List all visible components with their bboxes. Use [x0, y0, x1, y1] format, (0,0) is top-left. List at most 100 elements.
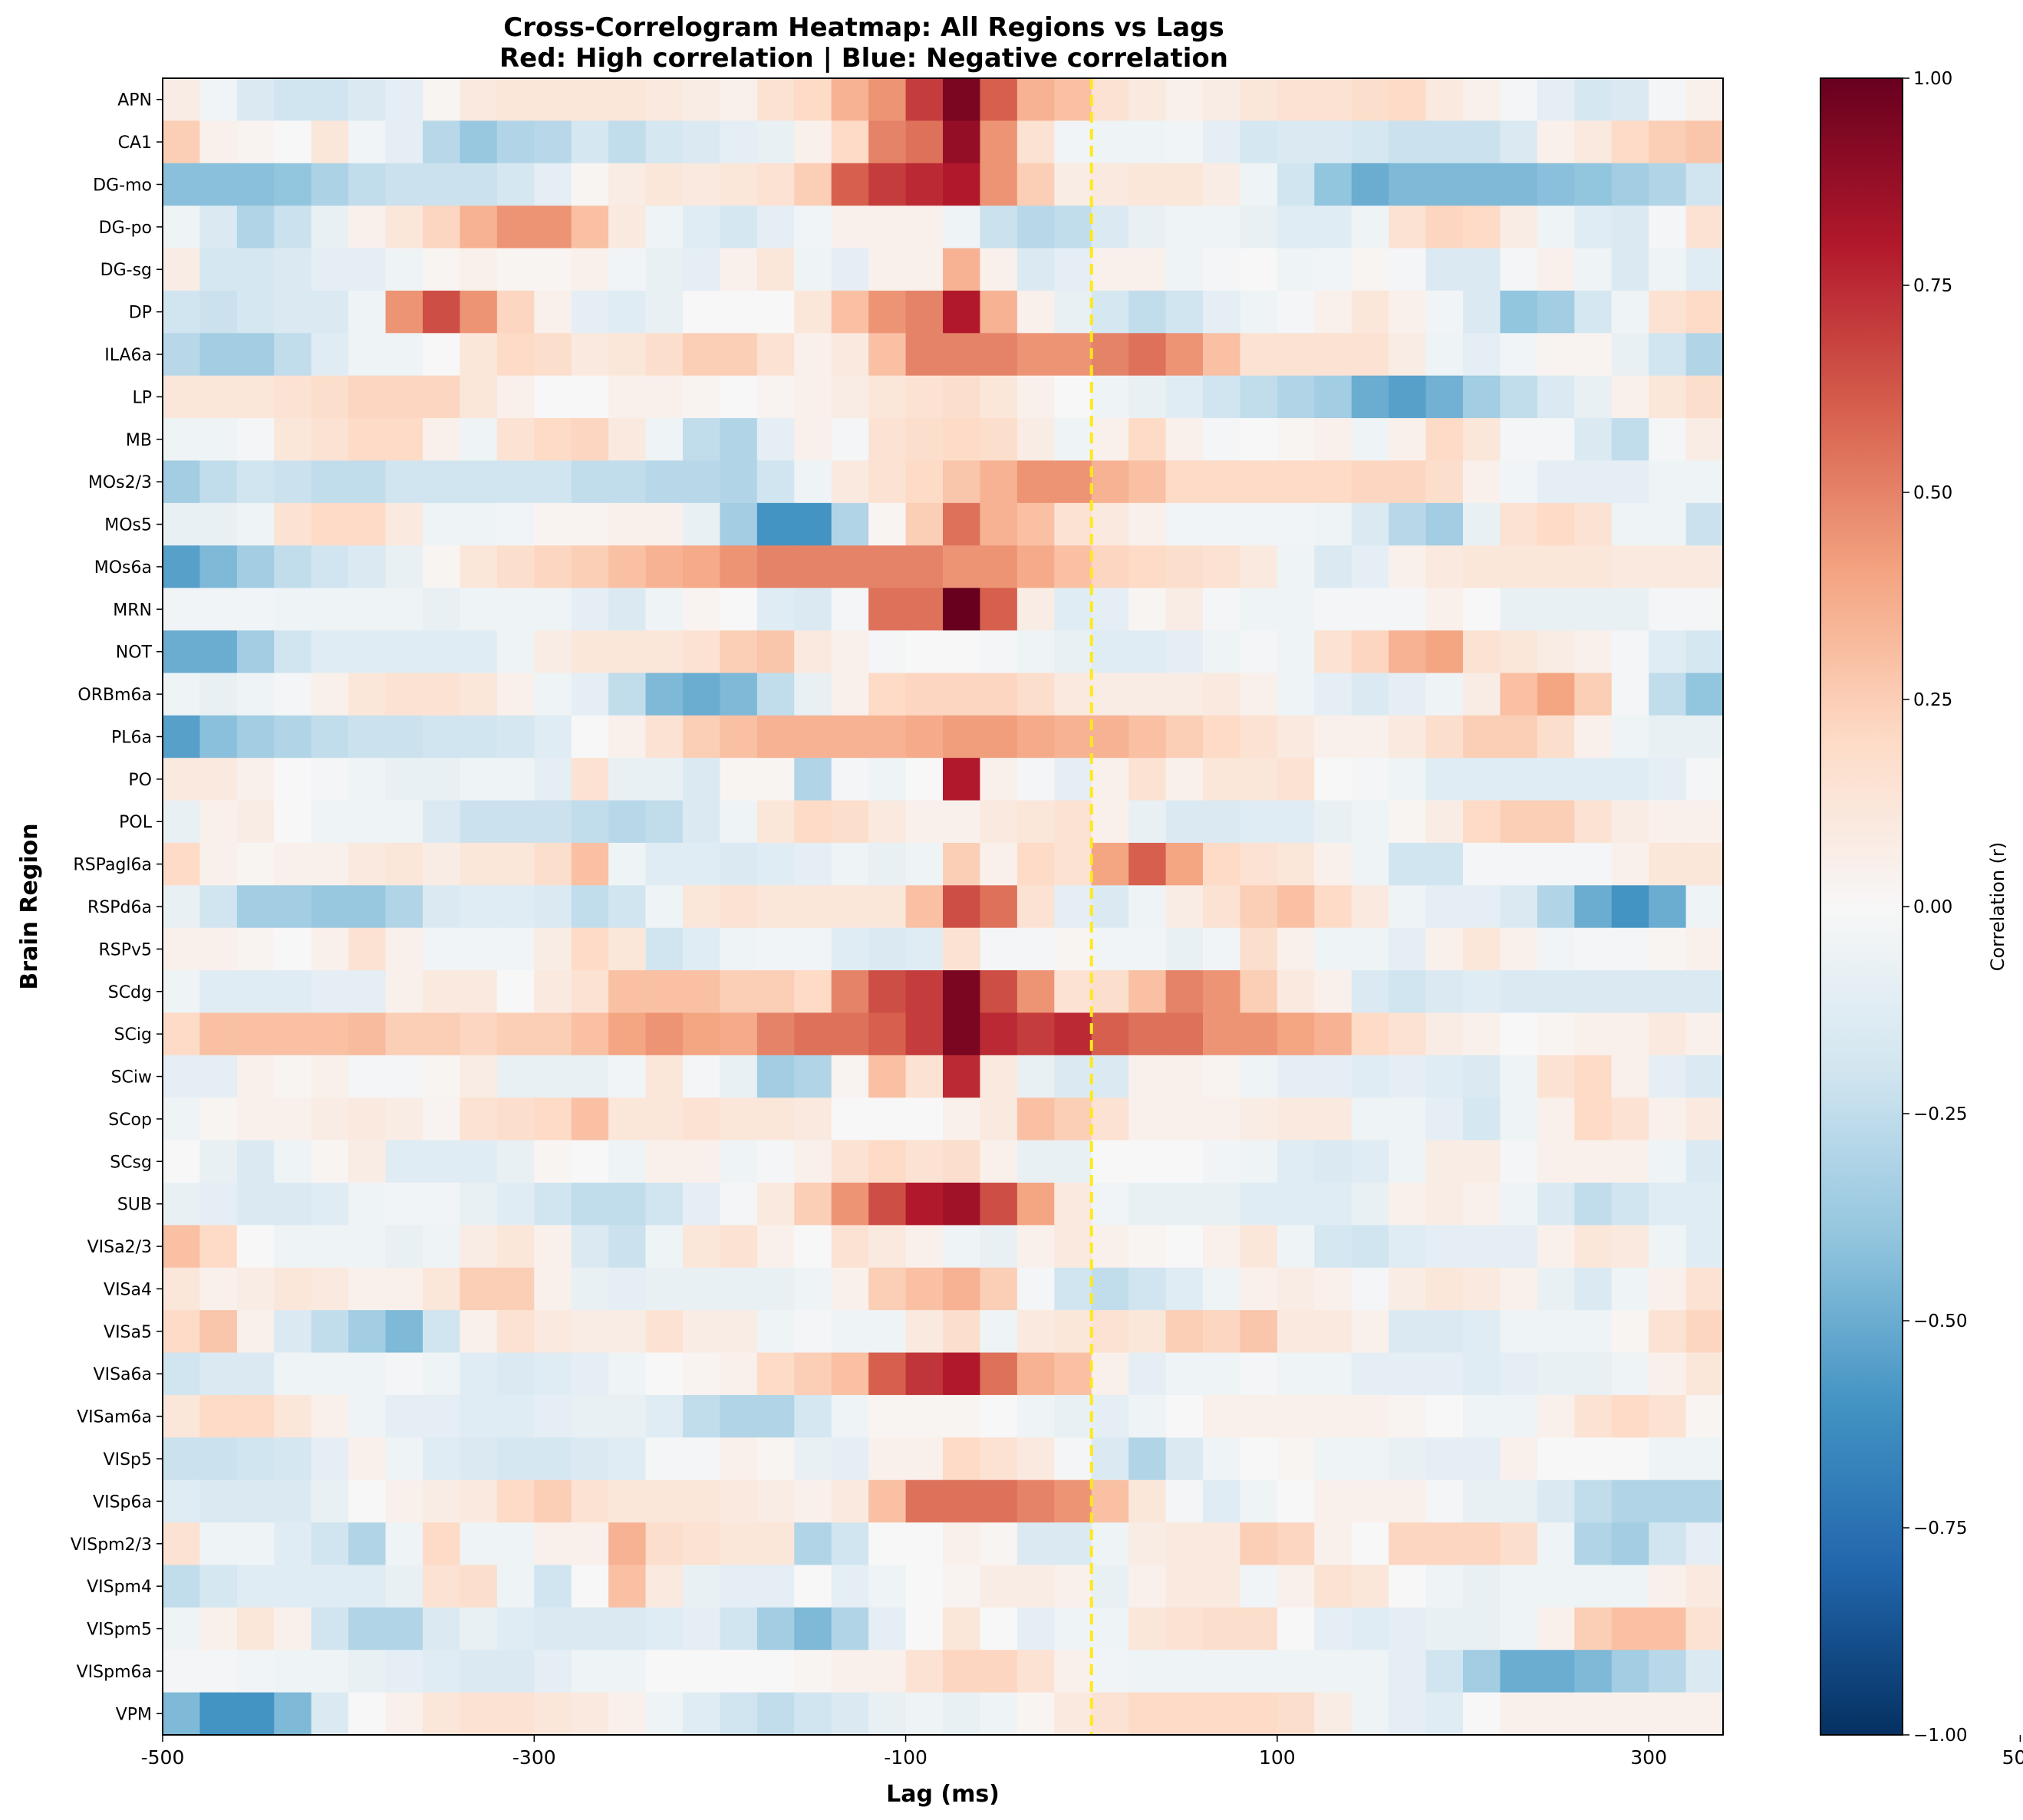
heatmap-cell	[1277, 1267, 1315, 1311]
heatmap-cell	[236, 1055, 275, 1098]
heatmap-cell	[1054, 333, 1092, 377]
heatmap-cell	[683, 333, 721, 377]
heatmap-cell	[1537, 1607, 1575, 1651]
heatmap-cell	[1685, 502, 1724, 546]
heatmap-cell	[980, 885, 1018, 929]
heatmap-cell	[534, 800, 572, 844]
heatmap-cell	[274, 1479, 312, 1523]
heatmap-cell	[1574, 1225, 1613, 1269]
heatmap-cell	[1500, 1565, 1538, 1608]
heatmap-cell	[1389, 630, 1427, 673]
heatmap-cell	[1351, 1650, 1389, 1693]
heatmap-cell	[1649, 1437, 1687, 1481]
heatmap-cell	[199, 333, 238, 377]
heatmap-cell	[831, 1267, 869, 1311]
heatmap-cell	[1054, 715, 1092, 759]
heatmap-cell	[1091, 758, 1129, 801]
heatmap-cell	[1054, 248, 1092, 291]
heatmap-cell	[1277, 1140, 1315, 1183]
heatmap-cell	[163, 1267, 201, 1311]
heatmap-cell	[1277, 375, 1315, 419]
heatmap-cell	[1277, 630, 1315, 673]
heatmap-cell	[831, 1352, 869, 1396]
heatmap-cell	[1128, 1692, 1167, 1736]
heatmap-cell	[1389, 418, 1427, 462]
heatmap-cell	[1611, 758, 1649, 801]
heatmap-cell	[1351, 800, 1389, 844]
heatmap-cell	[645, 587, 684, 631]
heatmap-cell	[1463, 1650, 1501, 1693]
y-tick-label: PO	[128, 771, 152, 790]
heatmap-cell	[385, 715, 423, 759]
heatmap-cell	[571, 758, 609, 801]
heatmap-cell	[1500, 1055, 1538, 1098]
heatmap-cell	[980, 460, 1018, 504]
heatmap-cell	[1054, 1267, 1092, 1311]
heatmap-cell	[1574, 587, 1613, 631]
heatmap-cell	[163, 545, 201, 589]
heatmap-cell	[1425, 375, 1464, 419]
heatmap-cell	[905, 1098, 944, 1141]
heatmap-cell	[1314, 1098, 1353, 1141]
heatmap-cell	[645, 545, 684, 589]
heatmap-cell	[794, 333, 832, 377]
heatmap-cell	[1537, 885, 1575, 929]
heatmap-cell	[868, 375, 907, 419]
heatmap-cell	[794, 885, 832, 929]
heatmap-cell	[905, 1692, 944, 1736]
heatmap-cell	[1314, 927, 1353, 971]
heatmap-cell	[1091, 1267, 1129, 1311]
heatmap-cell	[720, 1479, 758, 1523]
heatmap-cell	[534, 502, 572, 546]
heatmap-cell	[1203, 78, 1241, 121]
heatmap-cell	[1277, 120, 1315, 164]
heatmap-cell	[943, 248, 981, 291]
heatmap-cell	[348, 545, 387, 589]
heatmap-cell	[1128, 1607, 1167, 1651]
heatmap-cell	[460, 885, 498, 929]
heatmap-cell	[683, 1479, 721, 1523]
heatmap-cell	[199, 1394, 238, 1438]
heatmap-cell	[756, 1650, 795, 1693]
heatmap-cell	[720, 1055, 758, 1098]
heatmap-cell	[311, 758, 349, 801]
heatmap-cell	[683, 1692, 721, 1736]
heatmap-cell	[460, 1352, 498, 1396]
heatmap-cell	[1016, 460, 1055, 504]
heatmap-cell	[645, 206, 684, 249]
heatmap-cell	[1463, 1522, 1501, 1566]
heatmap-cell	[905, 545, 944, 589]
heatmap-cell	[645, 460, 684, 504]
heatmap-cell	[1537, 1140, 1575, 1183]
heatmap-cell	[831, 630, 869, 673]
heatmap-cell	[163, 1012, 201, 1056]
heatmap-cell	[868, 206, 907, 249]
heatmap-cell	[905, 1607, 944, 1651]
heatmap-cell	[794, 927, 832, 971]
heatmap-cell	[236, 1650, 275, 1693]
heatmap-cell	[496, 800, 535, 844]
heatmap-cell	[348, 1607, 387, 1651]
heatmap-cell	[1351, 1607, 1389, 1651]
heatmap-cell	[1165, 1437, 1204, 1481]
heatmap-cell	[1611, 502, 1649, 546]
heatmap-cell	[683, 885, 721, 929]
heatmap-cell	[1016, 1012, 1055, 1056]
heatmap-cell	[608, 1607, 647, 1651]
heatmap-cell	[274, 1650, 312, 1693]
heatmap-cell	[534, 1650, 572, 1693]
heatmap-cell	[199, 758, 238, 801]
heatmap-cell	[1649, 502, 1687, 546]
heatmap-cell	[1611, 1225, 1649, 1269]
heatmap-cell	[1425, 587, 1464, 631]
heatmap-cell	[1425, 1607, 1464, 1651]
heatmap-cell	[571, 78, 609, 121]
heatmap-cell	[1389, 1310, 1427, 1354]
y-tick-label: MOs5	[104, 516, 152, 535]
heatmap-cell	[608, 248, 647, 291]
heatmap-cell	[1091, 375, 1129, 419]
heatmap-cell	[1165, 545, 1204, 589]
heatmap-cell	[1425, 418, 1464, 462]
heatmap-cell	[868, 1267, 907, 1311]
heatmap-cell	[1649, 1479, 1687, 1523]
